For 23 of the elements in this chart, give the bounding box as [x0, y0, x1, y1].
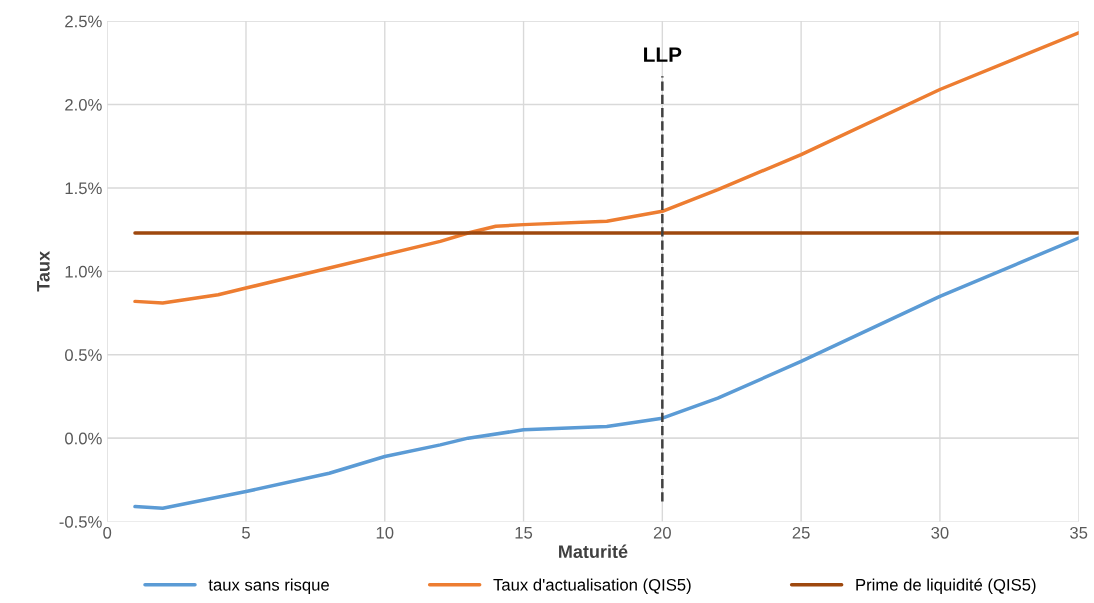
x-tick-label: 30: [931, 526, 949, 539]
y-tick-label: 0.5%: [65, 349, 102, 361]
legend-label: Taux d'actualisation (QIS5): [493, 578, 691, 595]
y-tick-label: 2.5%: [65, 15, 102, 28]
y-tick-label: -0.5%: [59, 516, 102, 528]
y-tick-label: 2.0%: [65, 98, 102, 111]
x-tick-label: 0: [103, 526, 112, 539]
line-series: [133, 236, 1079, 510]
ref-line-label: LLP: [644, 47, 682, 62]
x-tick-label: 10: [376, 526, 394, 539]
y-tick-label: 0.0%: [65, 432, 102, 445]
x-tick-label: 35: [1070, 526, 1088, 539]
x-tick-label: 25: [792, 526, 810, 539]
y-tick-label: 1.0%: [65, 265, 102, 278]
y-tick-label: 1.5%: [65, 182, 102, 195]
x-axis-title: Maturité: [559, 544, 628, 559]
x-tick-label: 5: [242, 527, 250, 539]
legend-label: Prime de liquidité (QIS5): [856, 578, 1036, 595]
legend-label: taux sans risque: [208, 578, 329, 595]
line-series: [133, 31, 1079, 305]
x-tick-label: 15: [515, 527, 533, 539]
x-tick-label: 20: [653, 526, 671, 539]
y-axis-title: Taux: [37, 251, 50, 292]
